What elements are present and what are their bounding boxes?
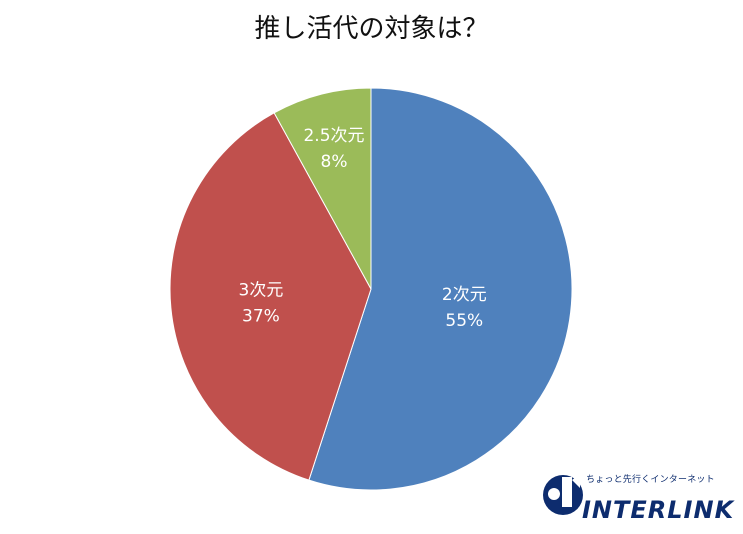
interlink-logo bbox=[540, 466, 736, 528]
pie-slice-1 bbox=[308, 87, 573, 491]
logo-tagline: ちょっと先行くインターネット bbox=[586, 475, 715, 485]
pie-slice-2 bbox=[169, 112, 372, 481]
slice-value-label: 55% bbox=[445, 311, 483, 331]
pie-slice-3 bbox=[273, 87, 372, 290]
slice-value-label: 37% bbox=[242, 306, 280, 326]
pie-slices bbox=[169, 87, 573, 491]
chart-title: 推し活代の対象は？ bbox=[254, 14, 489, 44]
slice-category-label: 3次元 bbox=[239, 280, 284, 300]
slice-value-label: 8% bbox=[321, 152, 348, 172]
slice-category-label: 2次元 bbox=[442, 285, 487, 305]
pie-labels: 2次元 55% 3次元 37% 2.5次元 8% bbox=[239, 126, 487, 331]
logo-mark-icon bbox=[543, 474, 583, 515]
logo-wordmark: INTERLINK bbox=[582, 496, 735, 524]
slice-category-label: 2.5次元 bbox=[303, 126, 364, 146]
